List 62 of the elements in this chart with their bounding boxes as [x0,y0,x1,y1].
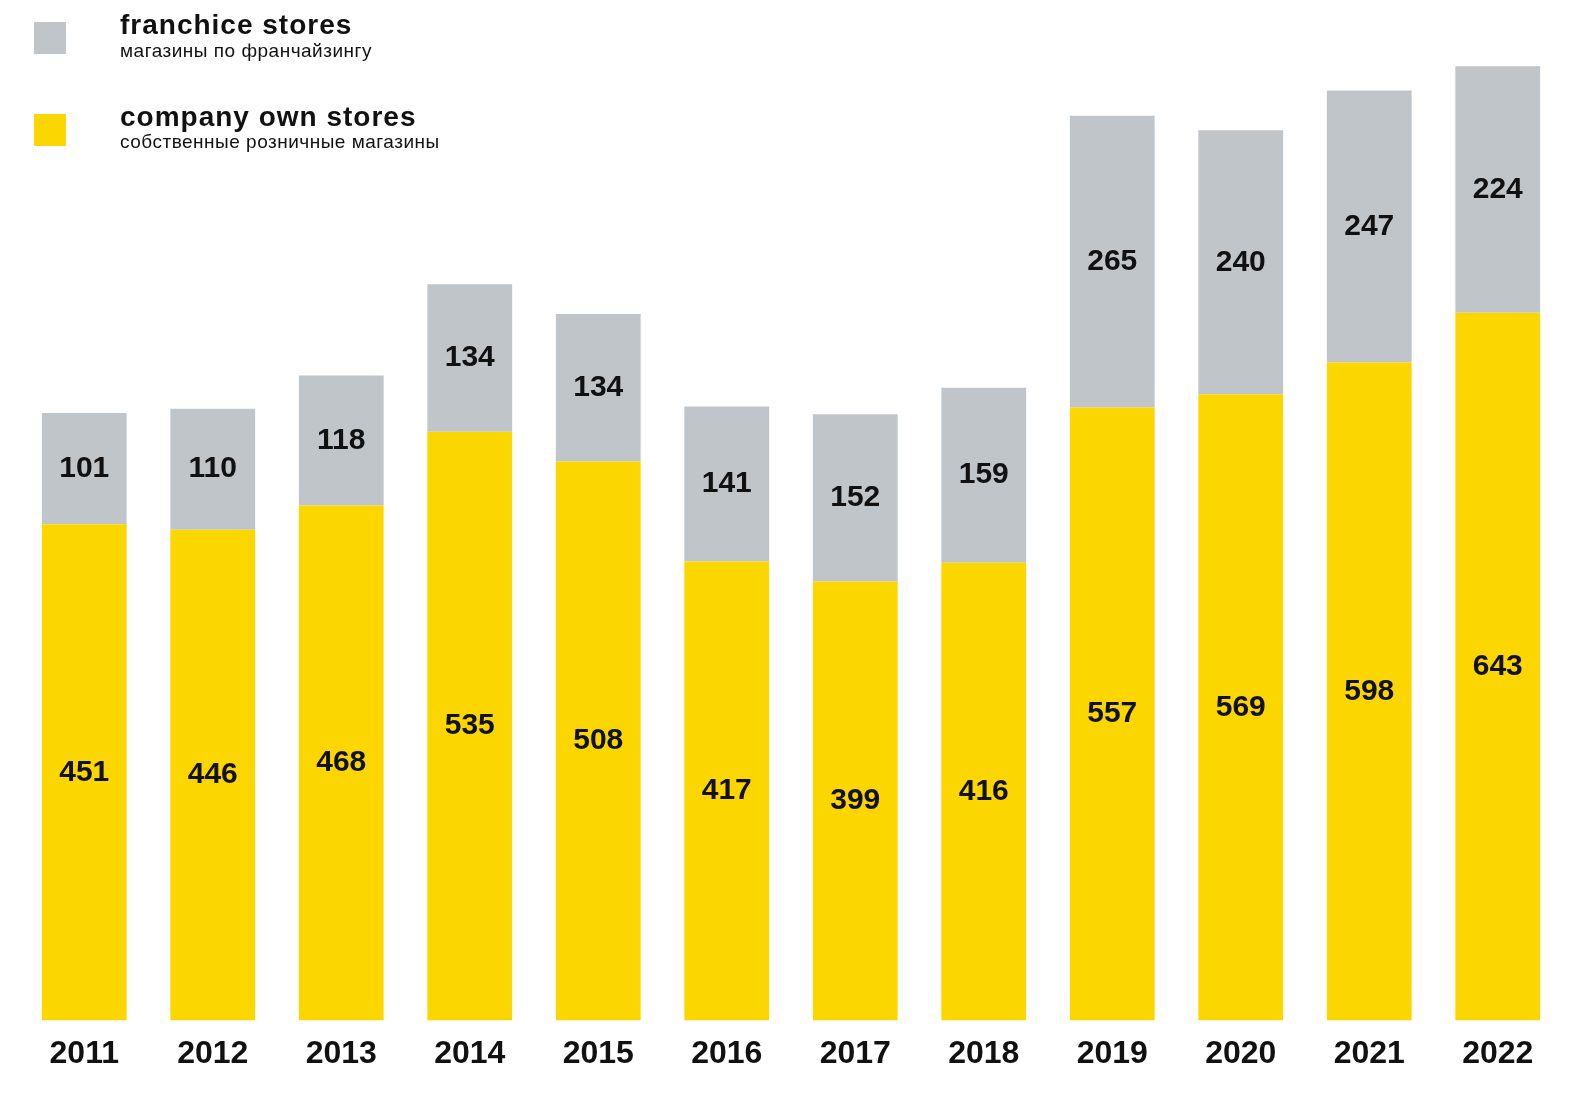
x-tick-label: 2015 [562,1033,634,1070]
bar [298,375,384,506]
bar [1326,90,1412,363]
x-tick-label: 2020 [1205,1033,1277,1070]
bar [812,414,898,582]
data-label: 508 [573,722,624,756]
x-tick-label: 2016 [691,1033,763,1070]
x-tick-label: 2017 [819,1033,891,1070]
x-tick-label: 2013 [305,1033,377,1070]
bar [1455,312,1541,1021]
bar [1326,362,1412,1021]
bar [41,413,127,525]
data-label: 468 [316,744,367,778]
bar [427,431,513,1021]
data-label: 159 [958,456,1009,490]
bar [170,408,256,530]
data-label: 598 [1344,672,1395,706]
bar [1069,115,1155,408]
data-label: 417 [701,772,752,806]
data-label: 224 [1472,170,1524,204]
bar [1198,130,1284,395]
legend-label: franchice stores магазины по франчайзингу [120,9,372,62]
data-label: 134 [573,368,624,402]
data-label: 535 [444,707,495,741]
data-label: 643 [1472,648,1523,681]
bar [427,284,513,432]
bar [684,561,770,1021]
data-label: 247 [1344,207,1395,241]
data-label: 265 [1087,242,1138,276]
legend-label: company own stores собственные розничные магазины [120,100,440,154]
data-label: 451 [59,753,110,787]
data-label: 110 [188,450,237,484]
x-tick-label: 2021 [1333,1033,1405,1070]
bar [1198,394,1284,1021]
bar [684,406,770,562]
x-tick-label: 2011 [49,1033,119,1070]
bar [812,581,898,1021]
x-tick-label: 2019 [1076,1033,1148,1070]
bar [1455,66,1541,313]
data-label: 240 [1215,243,1266,277]
x-tick-label: 2014 [434,1033,506,1070]
bar [941,562,1027,1021]
bar [170,529,256,1021]
bar [41,524,127,1021]
bar [298,505,384,1021]
data-label: 101 [59,449,110,483]
bar [1069,407,1155,1021]
data-label: 141 [701,465,752,499]
data-label: 399 [830,782,881,816]
data-label: 557 [1087,695,1138,729]
x-tick-label: 2018 [948,1033,1020,1070]
data-label: 569 [1215,688,1266,722]
bar [555,461,641,1021]
x-tick-label: 2012 [177,1033,249,1070]
data-label: 152 [830,479,881,513]
bar [555,313,641,462]
data-label: 446 [187,756,238,790]
bar [941,387,1027,563]
x-tick-label: 2022 [1462,1033,1534,1070]
data-label: 118 [317,421,366,455]
data-label: 134 [444,339,496,373]
data-label: 416 [958,772,1009,806]
